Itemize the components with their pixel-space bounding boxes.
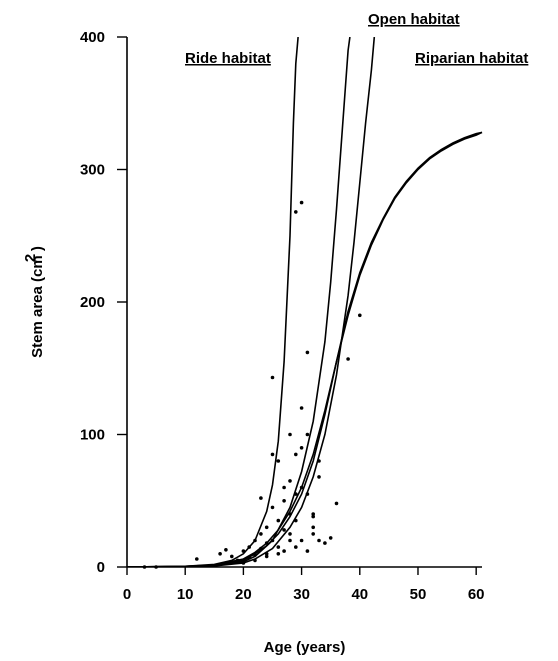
data-point <box>288 432 292 437</box>
data-point <box>259 532 263 536</box>
y-ticks: 0 100 200 300 400 <box>80 29 127 576</box>
data-point <box>311 525 316 530</box>
data-point <box>247 555 251 560</box>
y-tick-label: 100 <box>80 427 105 444</box>
data-point <box>305 549 310 553</box>
data-point <box>317 459 321 463</box>
data-point <box>195 557 199 561</box>
data-point <box>142 565 147 569</box>
x-tick-label: 10 <box>177 586 194 603</box>
data-point <box>259 496 263 500</box>
data-point <box>270 452 275 457</box>
curve-series-1 <box>127 37 351 567</box>
x-tick-label: 20 <box>235 586 252 603</box>
x-tick-label: 60 <box>468 586 485 603</box>
data-point <box>270 505 275 510</box>
curves <box>127 37 483 567</box>
data-point <box>276 518 281 523</box>
y-axis-title: Stem area (cm ) <box>29 246 46 358</box>
y-tick-label: 200 <box>80 294 105 311</box>
data-point <box>282 549 286 553</box>
data-point <box>224 548 228 552</box>
data-point <box>305 492 310 496</box>
data-point <box>264 525 269 530</box>
data-point <box>299 538 304 543</box>
y-tick-label: 0 <box>97 559 105 576</box>
data-point <box>334 501 339 506</box>
data-point <box>305 432 310 437</box>
data-point <box>311 532 316 536</box>
x-ticks: 0 10 20 30 40 50 60 <box>123 567 485 603</box>
data-point <box>270 538 275 543</box>
data-point <box>282 499 286 503</box>
data-point <box>299 446 304 450</box>
data-point <box>294 518 298 523</box>
data-point <box>218 552 222 556</box>
data-point <box>288 479 292 483</box>
data-point <box>288 532 292 536</box>
data-point <box>264 552 269 556</box>
data-point <box>276 459 281 463</box>
data-point <box>294 210 298 214</box>
data-point <box>317 475 321 479</box>
data-point <box>346 357 350 361</box>
axes: 0 10 20 30 40 50 60 0 100 200 300 400 <box>80 29 485 603</box>
x-tick-label: 40 <box>351 586 368 603</box>
data-point <box>311 514 316 519</box>
data-point <box>317 538 321 543</box>
data-point <box>264 541 269 545</box>
data-point <box>288 538 292 543</box>
data-point <box>154 565 158 569</box>
data-point <box>299 485 304 490</box>
data-point <box>323 541 327 545</box>
curve-series-0 <box>127 37 299 567</box>
curve-series-2 <box>127 37 376 567</box>
curve-series-3 <box>127 131 483 567</box>
data-point <box>294 545 298 549</box>
data-point <box>328 536 333 540</box>
series-label-ride-habitat: Ride habitat <box>185 50 271 67</box>
data-point <box>235 558 240 563</box>
data-points <box>142 200 362 569</box>
data-point <box>294 452 298 457</box>
data-point <box>311 512 316 516</box>
data-point <box>299 406 304 410</box>
data-point <box>241 561 246 565</box>
y-tick-label: 300 <box>80 162 105 179</box>
data-point <box>276 545 281 549</box>
data-point <box>259 546 263 551</box>
data-point <box>282 528 286 532</box>
data-point <box>282 485 286 490</box>
data-point <box>276 552 281 556</box>
y-tick-label: 400 <box>80 29 105 46</box>
data-point <box>358 313 362 318</box>
series-label-open-habitat: Open habitat <box>368 11 460 28</box>
data-point <box>299 200 304 205</box>
x-axis-title: Age (years) <box>264 639 346 656</box>
data-point <box>294 492 298 496</box>
series-label-riparian-habitat: Riparian habitat <box>415 50 528 67</box>
y-axis-title-superscript: 2 <box>22 254 39 262</box>
data-point <box>264 554 269 559</box>
data-point <box>288 512 292 516</box>
x-tick-label: 50 <box>410 586 427 603</box>
data-point <box>253 558 257 563</box>
x-tick-label: 30 <box>293 586 310 603</box>
data-point <box>241 549 246 553</box>
data-point <box>270 375 275 380</box>
data-point <box>253 553 257 557</box>
data-point <box>253 538 257 543</box>
data-point <box>247 545 251 549</box>
x-tick-label: 0 <box>123 586 131 603</box>
data-point <box>305 350 310 355</box>
data-point <box>230 554 234 559</box>
